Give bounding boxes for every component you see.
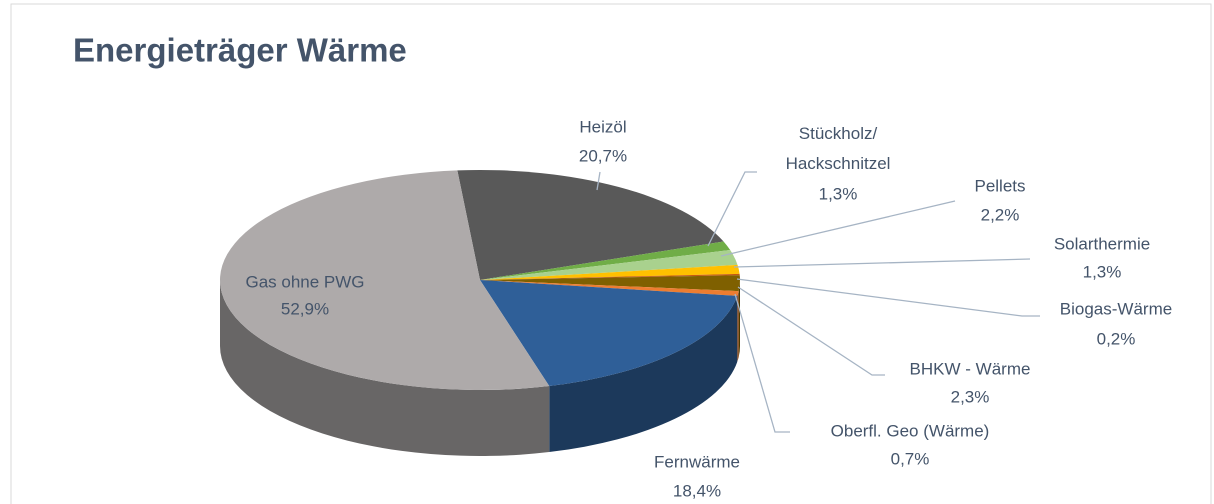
value-label: 0,2% <box>1097 329 1136 348</box>
value-label: 1,3% <box>1083 262 1122 281</box>
leader-line <box>707 171 757 247</box>
category-label: Pellets <box>974 176 1025 195</box>
category-label: BHKW - Wärme <box>910 359 1031 378</box>
category-label: Solarthermie <box>1054 234 1150 253</box>
chart-title: Energieträger Wärme <box>73 32 407 69</box>
value-label: 2,2% <box>981 205 1020 224</box>
category-label: Heizöl <box>579 117 626 136</box>
pie-slice <box>457 170 724 280</box>
pie-side <box>549 295 738 453</box>
pie-side <box>220 280 550 456</box>
pie-slice <box>480 273 740 280</box>
value-label: 18,4% <box>673 481 721 500</box>
value-label: 0,7% <box>891 449 930 468</box>
pie-slice <box>480 280 739 296</box>
category-label: Gas ohne PWG <box>245 272 364 291</box>
pie-slice <box>220 170 550 391</box>
value-label: 1,3% <box>819 184 858 203</box>
pie-slice <box>480 264 740 280</box>
pie-slice <box>480 275 740 292</box>
leader-line <box>733 258 1031 268</box>
pie-side <box>738 280 740 358</box>
pie-slice <box>480 280 738 387</box>
value-label: 52,9% <box>281 299 329 318</box>
pie-slice <box>480 241 731 280</box>
pie-side <box>737 291 739 362</box>
leader-line <box>596 171 601 191</box>
value-label: 2,3% <box>951 387 990 406</box>
category-label: Fernwärme <box>654 452 740 471</box>
value-label: 20,7% <box>579 146 627 165</box>
pie-slice <box>480 250 738 280</box>
category-label: Biogas-Wärme <box>1060 299 1172 318</box>
category-label: Oberfl. Geo (Wärme) <box>831 421 990 440</box>
category-label: Stückholz/Hackschnitzel <box>786 124 891 173</box>
leader-line <box>734 293 790 433</box>
leader-line <box>737 286 885 376</box>
leader-line <box>720 200 956 257</box>
leader-line <box>736 278 1040 317</box>
